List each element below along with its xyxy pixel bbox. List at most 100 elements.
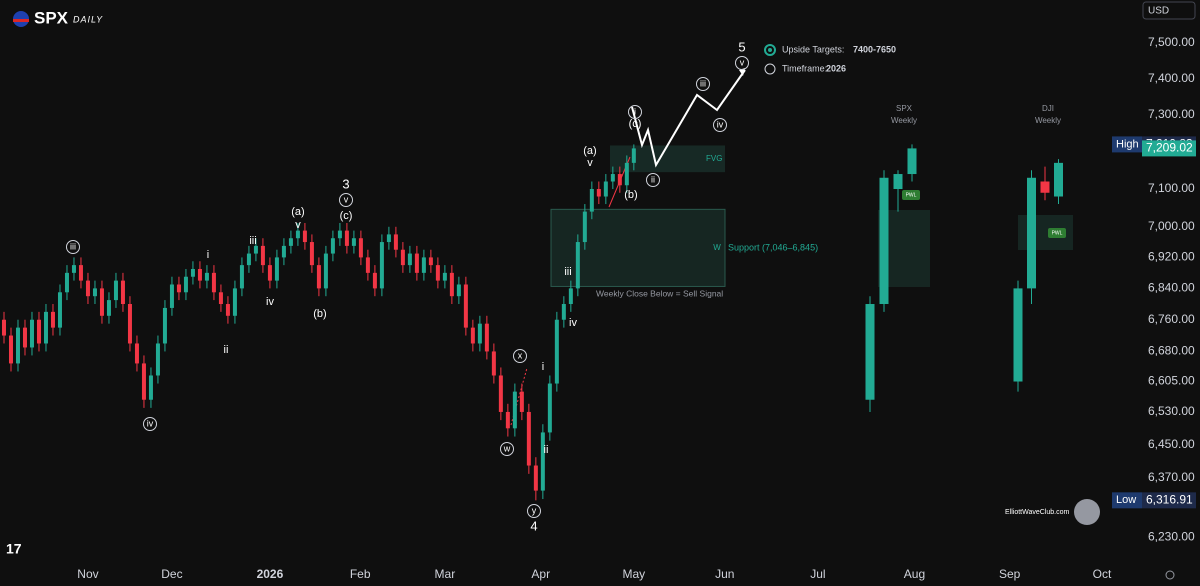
wave-label: iv <box>717 119 724 129</box>
timeframe-value: 2026 <box>826 63 846 73</box>
candle-body <box>463 284 468 328</box>
candle-body <box>36 319 41 344</box>
candle-body <box>435 265 440 281</box>
candle-body <box>323 253 328 289</box>
candle-body <box>260 245 265 266</box>
y-tick-label: 7,300.00 <box>1148 107 1195 121</box>
fvg-label: FVG <box>706 154 722 163</box>
currency[interactable]: USD <box>1148 6 1169 17</box>
candle-body <box>169 284 174 308</box>
candle-body <box>442 272 447 281</box>
wave-circle <box>735 56 749 70</box>
candle-body <box>1040 181 1050 193</box>
x-tick-label: Dec <box>161 567 182 581</box>
wave-label: (a) <box>291 206 304 218</box>
candle-body <box>631 148 636 163</box>
wave-label: (a) <box>583 145 596 157</box>
candle-body <box>71 265 76 273</box>
candle-body <box>879 177 889 305</box>
candle-body <box>365 257 370 273</box>
candle-body <box>491 351 496 376</box>
candle-body <box>64 272 69 293</box>
x-tick-label: Mar <box>435 567 456 581</box>
candle-body <box>344 230 349 246</box>
wave-label: iii <box>700 78 706 88</box>
wave-label: v <box>587 157 593 169</box>
candle-body <box>162 307 167 344</box>
wave-label: w <box>503 443 511 453</box>
wave-circle <box>339 193 353 207</box>
y-tick-label: 7,000.00 <box>1148 219 1195 233</box>
candle-body <box>582 211 587 243</box>
symbol: SPX <box>34 8 69 27</box>
currency-box[interactable] <box>1142 1 1196 20</box>
candle-body <box>624 162 629 186</box>
support-zone <box>550 208 726 287</box>
candle-body <box>211 272 216 293</box>
wave-label: y <box>532 505 537 515</box>
candle-body <box>92 288 97 297</box>
support-note: Weekly Close Below = Sell Signal <box>596 288 723 298</box>
settings-icon[interactable] <box>1165 570 1175 580</box>
x-tick-label: Apr <box>531 567 550 581</box>
candle-body <box>603 181 608 197</box>
candle-body <box>568 288 573 305</box>
candle-body <box>330 238 335 254</box>
wave-label: x <box>518 350 523 360</box>
x-tick-label: Jun <box>715 567 734 581</box>
wave-label: iii <box>249 235 256 247</box>
candle-body <box>400 249 405 266</box>
candle-body <box>78 265 83 281</box>
candle-body <box>57 292 62 328</box>
candle-body <box>218 292 223 305</box>
candle-body <box>1 319 6 336</box>
candle-body <box>351 238 356 246</box>
wave-circle <box>500 442 514 456</box>
wave-label: iv <box>569 317 577 329</box>
candle-body <box>120 280 125 305</box>
x-tick-label: Oct <box>1093 567 1112 581</box>
flag-stripe <box>13 19 29 22</box>
target-icon-dot <box>768 48 772 52</box>
candle-body <box>456 284 461 297</box>
target-icon <box>764 44 776 56</box>
wave-circle <box>527 504 541 518</box>
candle-body <box>134 343 139 364</box>
wave-label: ii <box>224 344 229 356</box>
candle-body <box>253 245 258 254</box>
wave-circle <box>66 240 80 254</box>
candle-body <box>526 411 531 466</box>
wave-label: (c) <box>340 210 353 222</box>
wave-label: ii <box>544 444 549 456</box>
targets-value: 7400-7650 <box>853 44 896 54</box>
candle-body <box>267 265 272 281</box>
candle-body <box>498 375 503 412</box>
candle-body <box>379 242 384 289</box>
tag-name: High <box>1116 138 1139 150</box>
clock-icon <box>764 63 776 75</box>
candle-body <box>274 257 279 281</box>
wave-circle <box>646 173 660 187</box>
y-tick-label: 7,400.00 <box>1148 71 1195 85</box>
pwl-box <box>1048 228 1066 238</box>
candle-body <box>155 343 160 376</box>
wave-label: (b) <box>624 189 637 201</box>
candle-body <box>295 230 300 239</box>
candle-body <box>29 319 34 348</box>
support-tag: W <box>713 243 721 252</box>
y-tick-label: 7,100.00 <box>1148 181 1195 195</box>
candle-body <box>225 304 230 316</box>
candle-body <box>337 230 342 239</box>
wave-label: i <box>542 361 544 373</box>
candle-body <box>246 253 251 266</box>
candle-body <box>99 288 104 316</box>
price-tag-label: 6,316.91 <box>1146 493 1193 507</box>
wave-circle <box>713 118 727 132</box>
candle-body <box>190 268 195 277</box>
wave-circle <box>513 349 527 363</box>
tag-name: Low <box>1116 494 1136 506</box>
x-tick-label: 2026 <box>257 567 284 581</box>
wave-label: 5 <box>738 39 745 54</box>
wave-label: i <box>207 249 209 261</box>
candle-body <box>148 375 153 400</box>
